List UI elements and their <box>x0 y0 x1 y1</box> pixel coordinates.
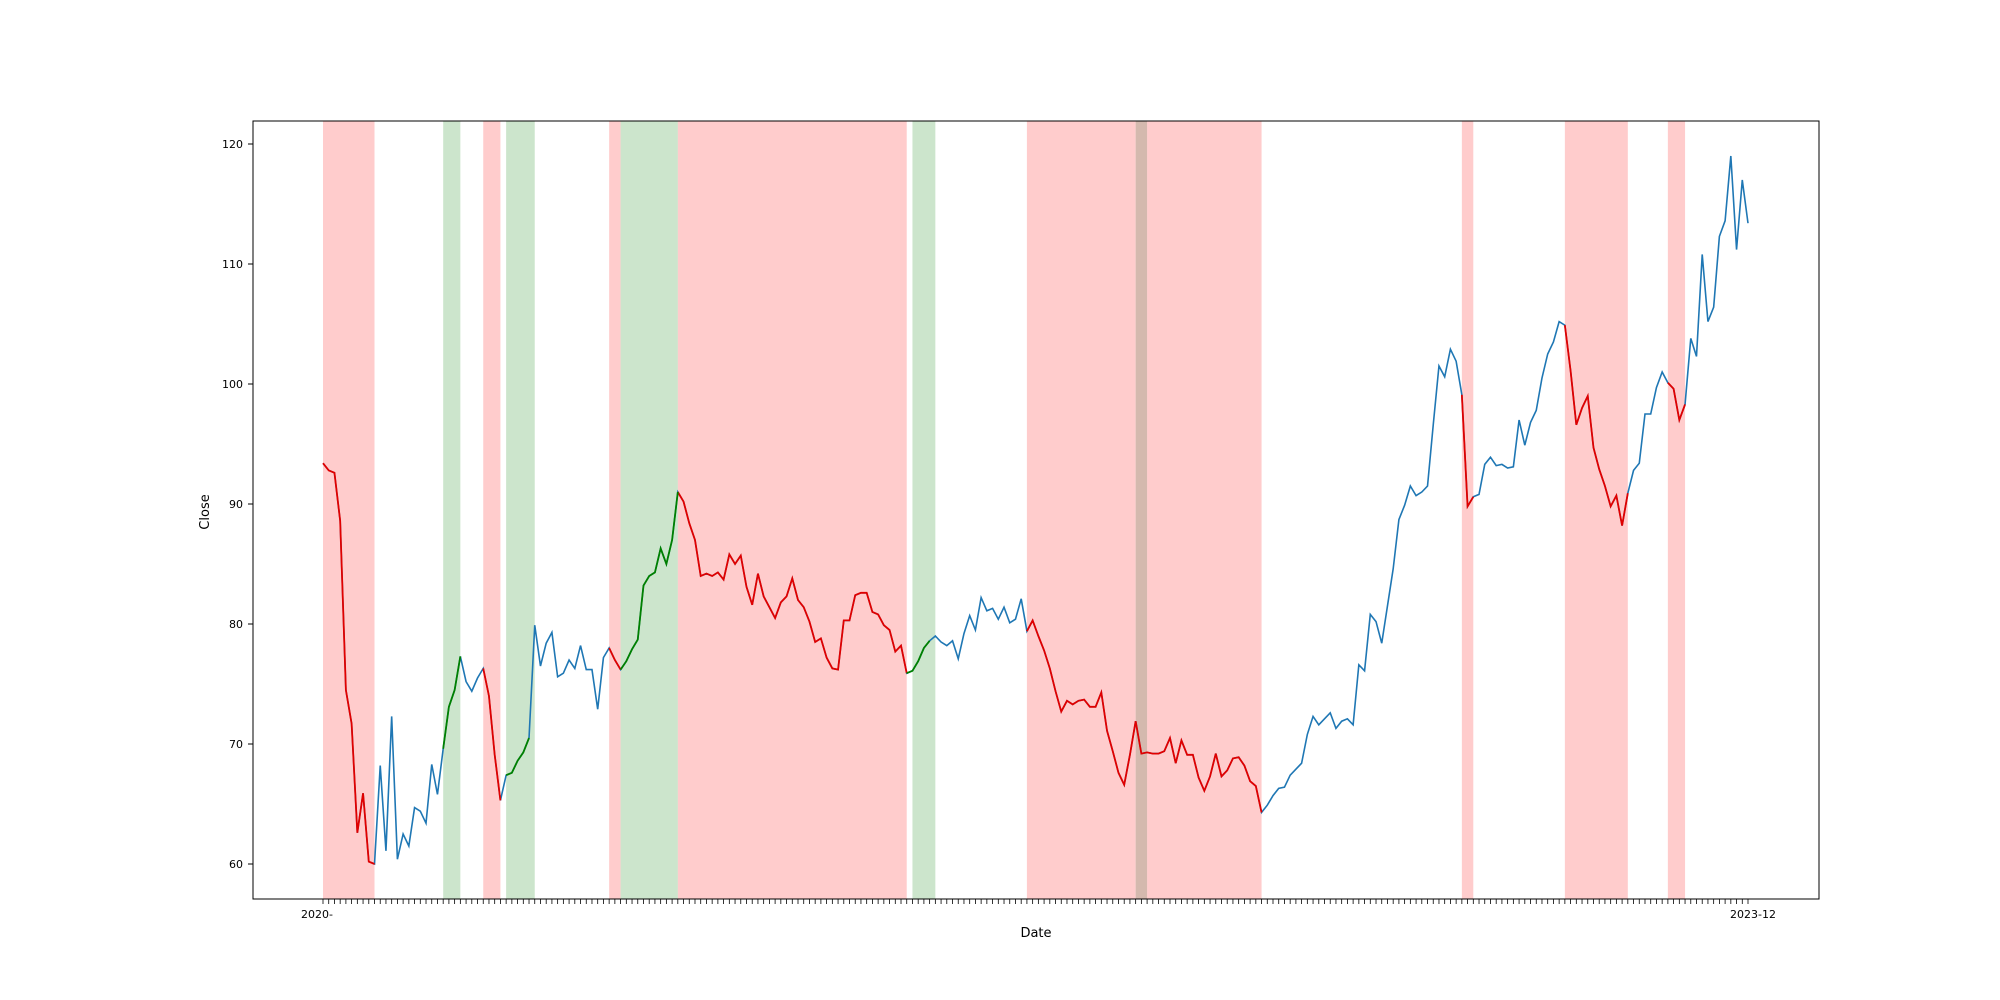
y-axis: 60 70 80 90 100 110 120 <box>222 138 253 871</box>
y-tick-label-80: 80 <box>229 618 243 631</box>
x-axis-label: Date <box>1020 926 1051 941</box>
up-segment-2 <box>619 491 679 671</box>
down-band-4 <box>1026 121 1136 899</box>
down-segment-6 <box>1460 394 1475 510</box>
down-segment-8 <box>1667 382 1686 424</box>
down-band-6 <box>1461 121 1474 899</box>
y-tick-label-110: 110 <box>222 258 243 271</box>
up-segment-3 <box>906 640 931 675</box>
y-tick-label-120: 120 <box>222 138 243 151</box>
highlight-bands <box>323 121 1686 899</box>
down-segment-1 <box>482 668 502 801</box>
down-band-1 <box>483 121 501 899</box>
down-segment-2 <box>608 647 622 671</box>
x-axis: 2020- 2023-12 <box>301 899 1776 921</box>
down-segment-4 <box>1026 618 1137 788</box>
overlap-band-0 <box>1135 121 1148 899</box>
down-segment-5 <box>1134 721 1263 813</box>
up-band-1 <box>506 121 535 899</box>
y-tick-label-90: 90 <box>229 498 243 511</box>
up-segment-0 <box>442 656 462 749</box>
up-band-2 <box>620 121 678 899</box>
down-band-8 <box>1667 121 1686 899</box>
series-lines <box>322 155 1749 866</box>
down-segment-7 <box>1563 325 1629 526</box>
x-tick-label-first: 2020- <box>301 908 333 921</box>
down-band-3 <box>677 121 907 899</box>
down-band-7 <box>1564 121 1628 899</box>
y-axis-label: Close <box>198 494 213 529</box>
down-band-5 <box>1147 121 1262 899</box>
x-tick-label-last: 2023-12 <box>1730 908 1776 921</box>
down-segment-3 <box>677 491 908 674</box>
y-tick-label-100: 100 <box>222 378 243 391</box>
down-band-0 <box>323 121 375 899</box>
up-band-0 <box>443 121 461 899</box>
up-segment-1 <box>505 737 530 777</box>
up-band-3 <box>912 121 936 899</box>
down-band-2 <box>609 121 621 899</box>
plot-frame <box>252 120 1820 900</box>
y-tick-label-70: 70 <box>229 738 243 751</box>
y-tick-label-60: 60 <box>229 858 243 871</box>
down-segment-0 <box>322 462 375 865</box>
